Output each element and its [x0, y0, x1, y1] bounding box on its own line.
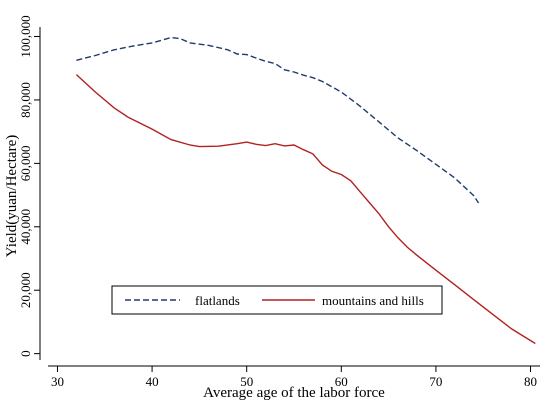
y-tick-label: 40,000	[18, 209, 33, 245]
series-line-mountains-and-hills	[75, 74, 536, 345]
x-tick-label: 80	[524, 374, 537, 389]
legend-label-mountains: mountains and hills	[322, 293, 424, 308]
y-tick-label: 80,000	[18, 82, 33, 118]
x-axis-title: Average age of the labor force	[203, 385, 385, 401]
y-tick-label: 60,000	[18, 145, 33, 181]
x-tick-label: 30	[51, 374, 64, 389]
y-axis-ticks: 0 20,000 40,000 60,000 80,000 100,000	[18, 15, 40, 357]
x-tick-label: 40	[146, 374, 159, 389]
series-lines	[75, 36, 536, 345]
x-axis-ticks: 30 40 50 60 70 80	[51, 366, 537, 389]
legend-label-flatlands: flatlands	[195, 293, 240, 308]
x-tick-label: 50	[240, 374, 253, 389]
x-tick-label: 60	[335, 374, 348, 389]
y-axis-title: Yield(yuan/Hectare)	[4, 135, 20, 257]
y-tick-label: 0	[18, 350, 33, 357]
series-line-flatlands	[76, 36, 480, 204]
y-tick-label: 100,000	[18, 15, 33, 57]
y-tick-label: 20,000	[18, 272, 33, 308]
legend: flatlands mountains and hills	[111, 285, 443, 315]
x-tick-label: 70	[429, 374, 442, 389]
